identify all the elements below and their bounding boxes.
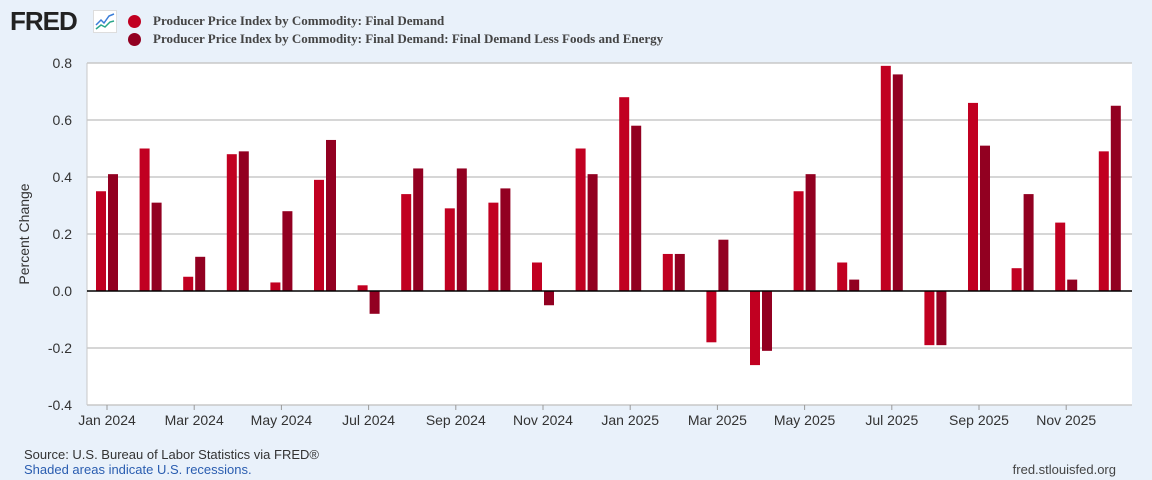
bar-core xyxy=(892,74,903,292)
x-tick-label: Nov 2025 xyxy=(1036,412,1096,428)
bar-final-demand xyxy=(968,102,978,292)
bar-core xyxy=(151,202,162,291)
bar-final-demand xyxy=(488,202,499,291)
bar-final-demand xyxy=(444,208,455,291)
x-tick-label: Mar 2025 xyxy=(688,412,747,428)
x-tick-label: Jul 2025 xyxy=(865,412,918,428)
bar-core xyxy=(1110,105,1121,291)
bar-final-demand xyxy=(270,282,281,291)
bar-final-demand xyxy=(314,179,324,291)
y-tick-label: 0.0 xyxy=(53,283,73,299)
x-tick-label: Mar 2024 xyxy=(165,412,224,428)
bar-final-demand xyxy=(183,276,194,291)
bar-final-demand xyxy=(226,154,237,291)
bar-core xyxy=(936,291,947,346)
x-tick-label: May 2024 xyxy=(251,412,313,428)
y-tick-label: 0.8 xyxy=(53,55,73,71)
y-tick-label: -0.2 xyxy=(48,340,72,356)
bar-core xyxy=(544,291,554,306)
bar-core xyxy=(587,174,598,291)
bar-core xyxy=(456,168,467,291)
legend-item-final-demand[interactable]: Producer Price Index by Commodity: Final… xyxy=(128,12,663,30)
x-tick-label: Sep 2025 xyxy=(949,412,1009,428)
y-axis-label: Percent Change xyxy=(16,183,32,284)
bar-core xyxy=(1023,194,1034,291)
legend-dot-icon xyxy=(128,32,141,46)
legend-label: Producer Price Index by Commodity: Final… xyxy=(153,31,664,46)
bar-core xyxy=(108,174,118,291)
legend: Producer Price Index by Commodity: Final… xyxy=(128,12,663,48)
source-note: Source: U.S. Bureau of Labor Statistics … xyxy=(24,447,319,462)
fred-url[interactable]: fred.stlouisfed.org xyxy=(1012,462,1116,477)
bar-core xyxy=(718,239,729,291)
recession-link[interactable]: Shaded areas indicate U.S. recessions. xyxy=(24,462,252,477)
bar-final-demand xyxy=(357,285,368,291)
bar-core xyxy=(805,174,816,291)
bar-final-demand xyxy=(1055,222,1066,291)
bar-final-demand xyxy=(1011,268,1022,291)
x-tick-label: Sep 2024 xyxy=(426,412,486,428)
bar-core xyxy=(326,139,336,291)
bar-final-demand xyxy=(139,148,150,291)
bar-final-demand xyxy=(837,262,848,291)
x-tick-label: Nov 2024 xyxy=(513,412,573,428)
fred-logo[interactable]: FRED xyxy=(10,6,78,36)
bar-final-demand xyxy=(793,191,804,291)
bar-core xyxy=(674,253,685,291)
legend-dot-icon xyxy=(128,14,141,28)
y-tick-label: 0.6 xyxy=(53,112,73,128)
y-tick-label: 0.2 xyxy=(53,226,73,242)
x-tick-label: Jul 2024 xyxy=(342,412,395,428)
bar-core xyxy=(413,168,424,291)
bar-core xyxy=(849,279,860,291)
bar-core xyxy=(282,211,293,291)
y-tick-label: 0.4 xyxy=(53,169,73,185)
bar-final-demand xyxy=(706,291,717,343)
bar-core xyxy=(1067,279,1078,291)
bar-core xyxy=(980,145,990,291)
bar-final-demand xyxy=(924,291,935,346)
y-tick-label: -0.4 xyxy=(48,397,72,413)
bar-core xyxy=(762,291,772,351)
bar-final-demand xyxy=(619,97,630,291)
footer-notes: Source: U.S. Bureau of Labor Statistics … xyxy=(24,447,319,477)
legend-item-core[interactable]: Producer Price Index by Commodity: Final… xyxy=(128,30,663,48)
bar-core xyxy=(238,151,249,291)
bar-final-demand xyxy=(1098,151,1109,291)
bar-final-demand xyxy=(750,291,760,366)
x-tick-label: May 2025 xyxy=(774,412,836,428)
bar-core xyxy=(631,125,642,291)
x-tick-label: Jan 2025 xyxy=(601,412,659,428)
bar-final-demand xyxy=(880,65,891,291)
fred-chart-logo-icon xyxy=(93,10,117,33)
bar-final-demand xyxy=(532,262,542,291)
bar-final-demand xyxy=(96,191,106,291)
bar-final-demand xyxy=(575,148,586,291)
bar-final-demand xyxy=(401,194,412,291)
bar-core xyxy=(195,256,206,291)
legend-label: Producer Price Index by Commodity: Final… xyxy=(153,13,445,28)
bar-core xyxy=(500,188,511,291)
bar-core xyxy=(369,291,380,314)
bar-final-demand xyxy=(662,253,673,291)
x-tick-label: Jan 2024 xyxy=(78,412,136,428)
